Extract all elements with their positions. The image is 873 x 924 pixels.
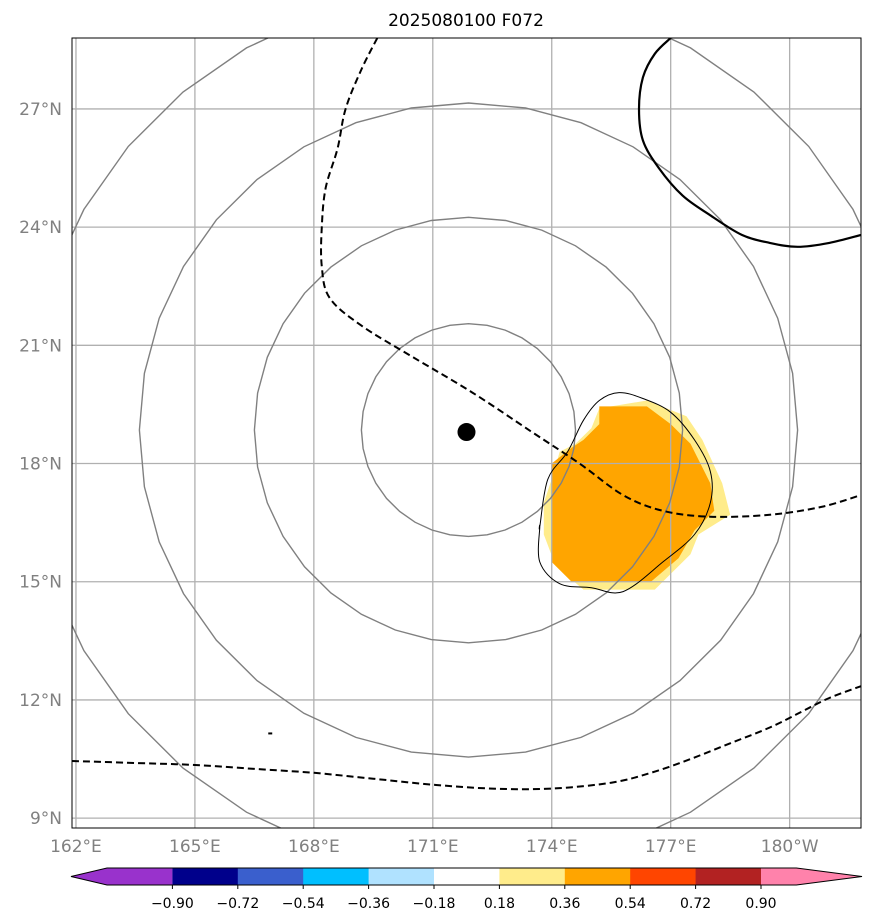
colorbar-label: 0.18 — [484, 896, 515, 912]
colorbar-outline — [70, 867, 863, 886]
colorbar-label: −0.54 — [282, 896, 325, 912]
colorbar-label: −0.90 — [151, 896, 194, 912]
colorbar-swatch — [303, 868, 370, 885]
range-ring-1 — [360, 322, 577, 538]
chart-title: 2025080100 F072 — [388, 11, 544, 31]
x-tick-label: 171°E — [407, 837, 459, 857]
y-tick-label: 12°N — [19, 691, 62, 711]
contour-solid-thin-1 — [537, 392, 713, 594]
x-tick-label: 168°E — [288, 837, 340, 857]
storm-center-marker — [457, 423, 476, 442]
y-tick-label: 21°N — [19, 336, 62, 356]
colorbar-swatch — [695, 868, 762, 885]
y-tick-label: 18°N — [19, 455, 62, 475]
colorbar-swatch — [237, 868, 304, 885]
x-tick-label: 165°E — [169, 837, 221, 857]
y-tick-labels: 9°N 12°N 15°N 18°N 21°N 24°N 27°N — [19, 100, 62, 829]
colorbar-label: 0.90 — [745, 896, 776, 912]
colorbar-label: −0.18 — [413, 896, 456, 912]
colorbar-swatch — [564, 868, 631, 885]
colorbar-swatch — [71, 868, 173, 885]
contour-dashed-2 — [320, 38, 861, 518]
y-tick-label: 24°N — [19, 218, 62, 238]
x-tick-labels: 162°E 165°E 168°E 171°E 174°E 177°E 180°W — [50, 837, 819, 857]
y-tick-label: 9°N — [30, 809, 62, 829]
shaded-region-2 — [551, 406, 715, 582]
plot-frame — [71, 37, 862, 829]
colorbar-label: −0.72 — [216, 896, 259, 912]
colorbar-swatch — [761, 868, 862, 885]
colorbar-swatch — [368, 868, 435, 885]
range-ring-2 — [253, 216, 684, 644]
colorbar-label: 0.72 — [680, 896, 711, 912]
x-tick-label: 174°E — [526, 837, 578, 857]
colorbar-label: 0.36 — [549, 896, 580, 912]
y-tick-label: 27°N — [19, 100, 62, 120]
colorbar-swatch — [434, 868, 500, 885]
contour-dashed-3 — [72, 685, 861, 791]
y-tick-label: 15°N — [19, 573, 62, 593]
colorbar-swatch — [499, 868, 566, 885]
colorbar-swatch — [630, 868, 697, 885]
colorbar-swatch — [172, 868, 239, 885]
range-ring-3 — [138, 102, 799, 758]
x-tick-label: 180°W — [761, 837, 819, 857]
colorbar: −0.90 −0.72 −0.54 −0.36 −0.18 0.18 0.36 0.54 0.7… — [70, 867, 863, 912]
contour-solid-thick-4 — [637, 38, 861, 248]
range-ring-4 — [72, 38, 861, 828]
x-tick-label: 177°E — [645, 837, 697, 857]
x-tick-label: 162°E — [50, 837, 102, 857]
colorbar-label: 0.54 — [615, 896, 646, 912]
colorbar-label: −0.36 — [347, 896, 390, 912]
plot-area — [72, 38, 861, 828]
